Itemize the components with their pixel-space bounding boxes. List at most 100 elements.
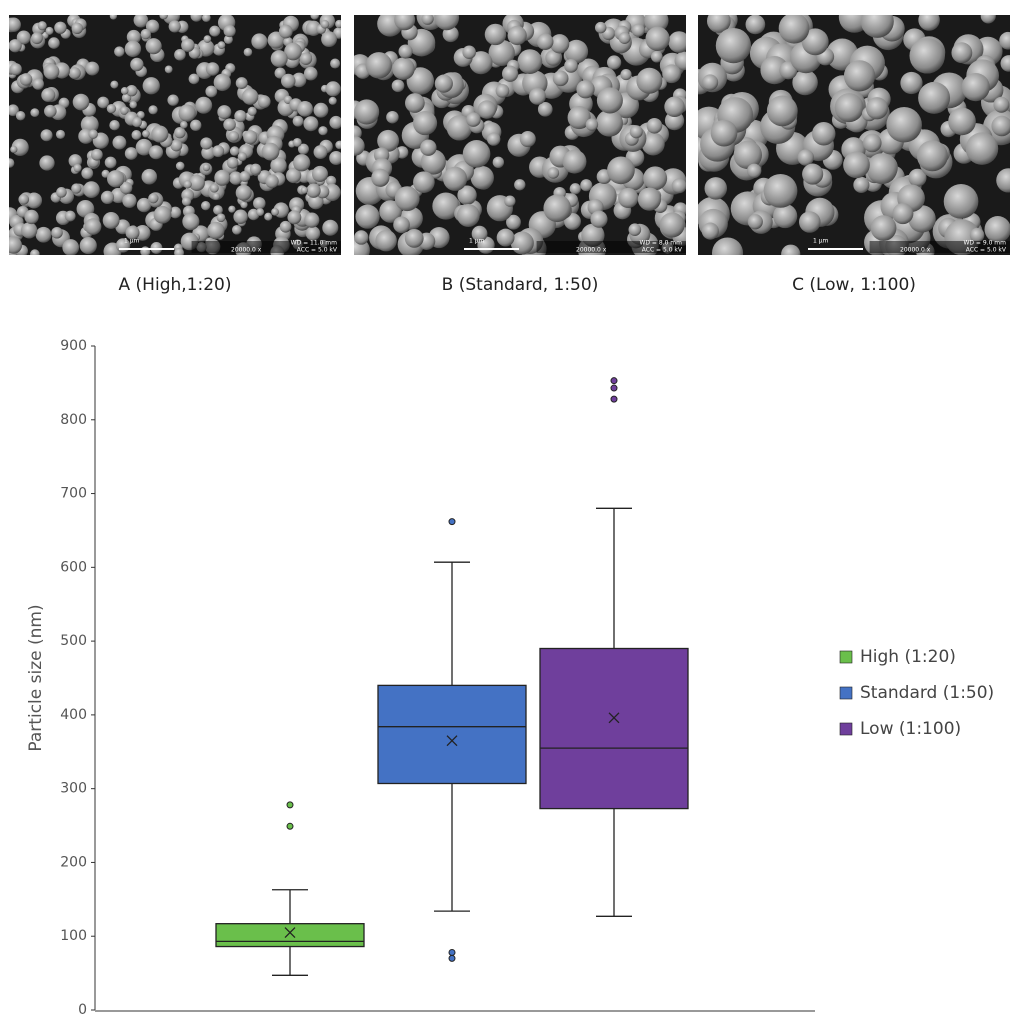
particle — [101, 191, 114, 204]
particle — [586, 118, 598, 130]
particle — [508, 26, 527, 45]
particle — [413, 171, 435, 193]
particle — [944, 184, 979, 219]
y-tick-label: 400 — [60, 707, 87, 723]
outlier — [449, 949, 455, 955]
legend-swatch — [840, 687, 852, 699]
particle — [471, 166, 494, 189]
particle — [202, 13, 211, 22]
particle — [165, 66, 173, 74]
particle — [712, 237, 743, 268]
particle — [122, 194, 136, 208]
particle — [195, 97, 212, 114]
box — [540, 648, 688, 808]
particle — [962, 73, 990, 101]
particle — [636, 68, 662, 94]
particle — [287, 210, 301, 224]
particle — [443, 167, 467, 191]
particle — [466, 112, 481, 127]
particle — [236, 77, 248, 89]
particle — [504, 195, 515, 206]
particle — [405, 93, 425, 113]
particle — [174, 248, 184, 258]
particle — [329, 97, 337, 105]
particle — [392, 57, 415, 80]
particle — [5, 237, 22, 254]
particle — [371, 169, 389, 187]
particle — [629, 223, 642, 236]
legend-label: Low (1:100) — [860, 719, 961, 739]
particle — [314, 103, 329, 118]
particle — [435, 75, 453, 93]
particle — [125, 147, 138, 160]
particle — [886, 107, 922, 143]
particle — [181, 38, 194, 51]
particle — [892, 203, 913, 224]
particle — [871, 215, 897, 241]
particle — [330, 59, 340, 69]
particle — [595, 22, 606, 33]
particle — [564, 59, 578, 73]
particle — [702, 223, 719, 240]
particle — [242, 88, 258, 104]
particle — [129, 101, 137, 109]
particle — [948, 108, 976, 136]
particle — [553, 70, 569, 86]
particle — [900, 72, 922, 94]
magnification: 20000.0 x — [900, 247, 931, 254]
particle — [301, 187, 308, 194]
particle — [230, 146, 240, 156]
particle — [991, 116, 1012, 137]
particle — [112, 136, 126, 150]
particle — [210, 184, 219, 193]
particle — [131, 130, 141, 140]
particle — [65, 211, 76, 222]
particle — [184, 180, 192, 188]
voltage: ACC = 5.0 kV — [966, 247, 1007, 254]
particle — [243, 130, 257, 144]
y-tick-label: 700 — [60, 486, 87, 502]
particle — [30, 249, 40, 259]
particle — [209, 26, 220, 37]
particle — [41, 129, 53, 141]
legend-swatch — [840, 651, 852, 663]
particle — [56, 130, 65, 139]
particle — [303, 116, 318, 131]
particle — [224, 25, 236, 37]
particle — [764, 174, 798, 208]
particle — [72, 23, 83, 34]
particle — [918, 9, 939, 30]
particle — [248, 107, 257, 116]
particle — [182, 197, 191, 206]
particle — [812, 122, 835, 145]
particle — [265, 175, 279, 189]
particle — [511, 231, 534, 254]
caption: B (Standard, 1:50) — [442, 275, 599, 295]
legend-swatch — [840, 723, 852, 735]
particle — [951, 42, 972, 63]
particle — [485, 24, 506, 45]
particle — [103, 212, 120, 229]
particle — [262, 143, 280, 161]
particle — [835, 93, 864, 122]
particle — [36, 227, 52, 243]
particle — [981, 8, 996, 23]
particle — [781, 245, 800, 264]
particle — [146, 38, 162, 54]
particle — [321, 20, 330, 29]
particle — [239, 171, 250, 182]
particle — [169, 20, 181, 32]
particle — [253, 197, 266, 210]
particle — [844, 60, 875, 91]
particle — [271, 50, 288, 67]
particle — [5, 158, 15, 168]
particle — [375, 230, 396, 251]
particle — [293, 116, 304, 127]
particle — [218, 41, 226, 49]
particle — [520, 131, 536, 147]
particle — [80, 237, 97, 254]
particle — [705, 177, 728, 200]
particle — [345, 136, 365, 156]
particle — [227, 157, 239, 169]
particle — [632, 24, 645, 37]
